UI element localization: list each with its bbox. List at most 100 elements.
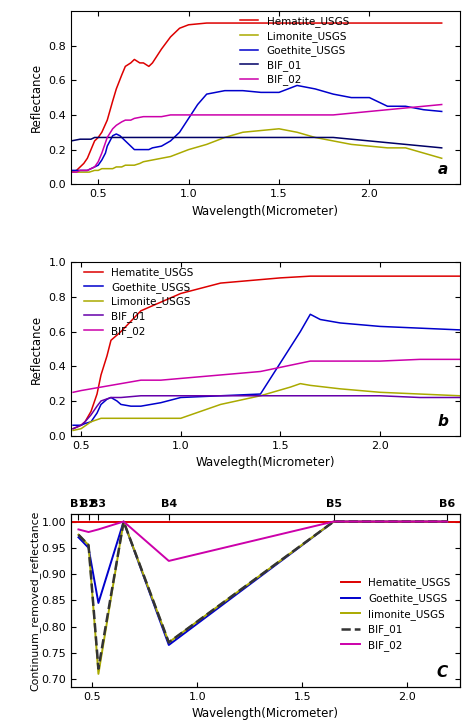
Goethite_USGS	[113, 129, 119, 138]
Limonite_USGS	[186, 145, 191, 154]
Goethite_USGS	[68, 166, 74, 174]
Goethite_USGS	[99, 156, 105, 164]
BIF_02	[377, 357, 383, 366]
Limonite_USGS	[312, 133, 318, 142]
Hematite_USGS	[137, 59, 143, 68]
Hematite_USGS	[81, 159, 87, 168]
Limonite_USGS	[110, 164, 116, 173]
Goethite_USGS	[108, 134, 114, 143]
BIF_02	[98, 382, 104, 391]
Limonite_USGS	[99, 164, 105, 173]
BIF_02	[204, 111, 210, 119]
Hematite_USGS	[276, 19, 282, 28]
BIF_01	[88, 411, 94, 419]
BIF_01	[222, 133, 228, 142]
BIF_01	[119, 133, 125, 142]
Limonite_USGS	[104, 164, 110, 173]
BIF_01	[92, 133, 98, 142]
Goethite_USGS	[168, 137, 173, 145]
Hematite_USGS	[84, 154, 90, 163]
Goethite_USGS	[78, 421, 84, 430]
Goethite_USGS	[276, 88, 282, 97]
Hematite_USGS	[150, 59, 155, 68]
Hematite_USGS	[98, 371, 104, 379]
Goethite_USGS	[204, 89, 210, 98]
Hematite_USGS	[330, 19, 336, 28]
BIF_02	[118, 379, 124, 388]
Goethite_USGS	[81, 166, 87, 174]
BIF_02	[439, 100, 445, 109]
Hematite_USGS	[77, 163, 83, 172]
BIF_01	[70, 425, 76, 433]
BIF_02	[257, 367, 263, 376]
Goethite_USGS	[337, 318, 343, 327]
BIF_02	[168, 111, 173, 119]
BIF_01	[377, 391, 383, 400]
Legend: Hematite_USGS, Goethite_USGS, Limonite_USGS, BIF_01, BIF_02: Hematite_USGS, Goethite_USGS, Limonite_U…	[84, 268, 193, 337]
Goethite_USGS	[240, 87, 246, 95]
Goethite_USGS	[158, 398, 164, 407]
Goethite_USGS	[222, 87, 228, 95]
BIF_02	[84, 166, 90, 174]
limonite_USGS	[121, 517, 127, 526]
Limonite_USGS	[330, 137, 336, 145]
Hematite_USGS	[403, 19, 409, 28]
BIF_02	[384, 105, 390, 114]
Limonite_USGS	[158, 414, 164, 422]
Goethite_USGS	[457, 326, 463, 334]
BIF_02	[186, 111, 191, 119]
Limonite_USGS	[177, 149, 182, 158]
Hematite_USGS	[204, 19, 210, 28]
Line: Hematite_USGS: Hematite_USGS	[73, 276, 460, 429]
Text: C: C	[437, 665, 448, 680]
BIF_02	[308, 357, 313, 366]
Goethite_USGS	[110, 132, 116, 140]
BIF_02	[158, 376, 164, 385]
Goethite_USGS	[82, 419, 88, 428]
BIF_01	[444, 517, 450, 526]
BIF_01	[84, 134, 90, 143]
Limonite_USGS	[240, 128, 246, 137]
BIF_01	[159, 133, 164, 142]
Goethite_USGS	[88, 164, 94, 173]
BIF_01	[104, 133, 110, 142]
Line: BIF_01: BIF_01	[71, 137, 442, 148]
BIF_01	[337, 391, 343, 400]
BIF_01	[95, 133, 101, 142]
Hematite_USGS	[178, 289, 183, 298]
Hematite_USGS	[95, 133, 101, 142]
BIF_01	[312, 133, 318, 142]
BIF_01	[294, 133, 300, 142]
BIF_02	[444, 517, 450, 526]
Limonite_USGS	[70, 426, 76, 435]
BIF_02	[131, 114, 137, 123]
BIF_01	[258, 133, 264, 142]
BIF_01	[257, 391, 263, 400]
Hematite_USGS	[457, 272, 463, 281]
Limonite_USGS	[113, 163, 119, 172]
Limonite_USGS	[86, 168, 92, 177]
Hematite_USGS	[366, 19, 372, 28]
BIF_02	[122, 116, 128, 124]
BIF_01	[178, 391, 183, 400]
Goethite_USGS	[74, 421, 80, 430]
Limonite_USGS	[168, 152, 173, 161]
BIF_01	[77, 134, 83, 143]
Hematite_USGS	[74, 422, 80, 431]
BIF_01	[421, 142, 427, 150]
Goethite_USGS	[384, 102, 390, 111]
BIF_02	[138, 376, 144, 385]
BIF_02	[141, 112, 146, 121]
BIF_02	[99, 149, 105, 158]
BIF_01	[276, 133, 282, 142]
Goethite_USGS	[84, 166, 90, 174]
Hematite_USGS	[240, 19, 246, 28]
BIF_02	[70, 388, 76, 397]
Hematite_USGS	[88, 407, 94, 416]
Hematite_USGS	[104, 116, 110, 124]
Goethite_USGS	[88, 417, 94, 426]
Goethite_USGS	[331, 517, 337, 526]
BIF_02	[331, 517, 337, 526]
BIF_01	[131, 133, 137, 142]
Goethite_USGS	[186, 114, 191, 123]
